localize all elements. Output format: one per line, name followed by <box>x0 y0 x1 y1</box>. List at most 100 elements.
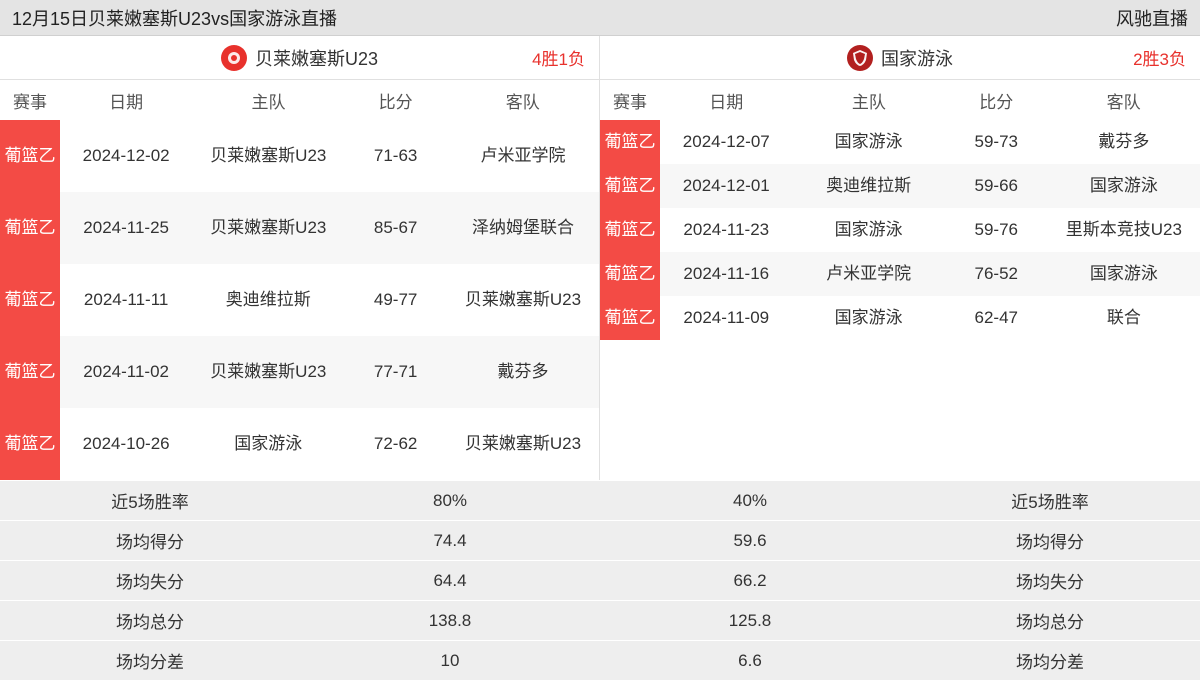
table-row[interactable]: 葡篮乙2024-10-26国家游泳72-62贝莱嫩塞斯U23 <box>0 408 599 480</box>
league-tag: 葡篮乙 <box>0 120 60 192</box>
cell-score: 59-73 <box>945 120 1048 164</box>
cell-score: 71-63 <box>344 120 447 192</box>
top-bar: 12月15日贝莱嫩塞斯U23vs国家游泳直播 风驰直播 <box>0 0 1200 36</box>
cell-away: 泽纳姆堡联合 <box>447 192 599 264</box>
col-league: 赛事 <box>600 88 660 113</box>
cell-score: 85-67 <box>344 192 447 264</box>
cell-away: 国家游泳 <box>1048 164 1200 208</box>
table-row[interactable]: 葡篮乙2024-11-09国家游泳62-47联合 <box>600 296 1200 340</box>
right-rows: 葡篮乙2024-12-07国家游泳59-73戴芬多葡篮乙2024-12-01奥迪… <box>600 120 1200 480</box>
left-column-headers: 赛事 日期 主队 比分 客队 <box>0 80 599 120</box>
cell-date: 2024-11-23 <box>660 208 793 252</box>
right-panel: 国家游泳 2胜3负 赛事 日期 主队 比分 客队 葡篮乙2024-12-07国家… <box>600 36 1200 480</box>
col-league: 赛事 <box>0 88 60 113</box>
league-tag: 葡篮乙 <box>0 192 60 264</box>
cell-date: 2024-12-07 <box>660 120 793 164</box>
col-date: 日期 <box>60 88 192 113</box>
stats-label-right: 场均总分 <box>900 601 1200 640</box>
table-row[interactable]: 葡篮乙2024-11-16卢米亚学院76-52国家游泳 <box>600 252 1200 296</box>
cell-home: 贝莱嫩塞斯U23 <box>192 336 344 408</box>
stats-row: 场均分差106.6场均分差 <box>0 640 1200 680</box>
spacer <box>600 340 1200 480</box>
cell-date: 2024-10-26 <box>60 408 192 480</box>
table-row[interactable]: 葡篮乙2024-11-11奥迪维拉斯49-77贝莱嫩塞斯U23 <box>0 264 599 336</box>
league-tag: 葡篮乙 <box>600 120 660 164</box>
left-panel: 贝莱嫩塞斯U23 4胜1负 赛事 日期 主队 比分 客队 葡篮乙2024-12-… <box>0 36 600 480</box>
cell-score: 77-71 <box>344 336 447 408</box>
stats-row: 近5场胜率80%40%近5场胜率 <box>0 480 1200 520</box>
stats-value-left: 10 <box>300 641 600 680</box>
table-row[interactable]: 葡篮乙2024-11-23国家游泳59-76里斯本竞技U23 <box>600 208 1200 252</box>
cell-date: 2024-11-16 <box>660 252 793 296</box>
cell-home: 国家游泳 <box>793 296 945 340</box>
cell-home: 奥迪维拉斯 <box>793 164 945 208</box>
col-score: 比分 <box>345 88 447 113</box>
col-away: 客队 <box>1047 88 1200 113</box>
cell-score: 62-47 <box>945 296 1048 340</box>
stats-label-right: 场均失分 <box>900 561 1200 600</box>
stats-label-right: 近5场胜率 <box>900 481 1200 520</box>
cell-away: 戴芬多 <box>447 336 599 408</box>
cell-away: 里斯本竞技U23 <box>1048 208 1200 252</box>
stats-row: 场均总分138.8125.8场均总分 <box>0 600 1200 640</box>
right-losses: 3负 <box>1160 50 1186 69</box>
cell-away: 贝莱嫩塞斯U23 <box>447 264 599 336</box>
stats-label-left: 场均得分 <box>0 521 300 560</box>
col-away: 客队 <box>446 88 599 113</box>
cell-date: 2024-11-25 <box>60 192 192 264</box>
right-wins: 2胜 <box>1133 50 1159 69</box>
right-team-header: 国家游泳 2胜3负 <box>600 36 1200 80</box>
stats-label-left: 场均失分 <box>0 561 300 600</box>
left-team-name: 贝莱嫩塞斯U23 <box>255 45 378 71</box>
stats-label-right: 场均分差 <box>900 641 1200 680</box>
stats-label-right: 场均得分 <box>900 521 1200 560</box>
league-tag: 葡篮乙 <box>0 336 60 408</box>
left-team-logo-icon <box>221 45 247 71</box>
league-tag: 葡篮乙 <box>600 252 660 296</box>
table-row[interactable]: 葡篮乙2024-12-07国家游泳59-73戴芬多 <box>600 120 1200 164</box>
col-date: 日期 <box>660 88 792 113</box>
cell-date: 2024-12-02 <box>60 120 192 192</box>
cell-score: 49-77 <box>344 264 447 336</box>
cell-home: 国家游泳 <box>793 208 945 252</box>
stats-block: 近5场胜率80%40%近5场胜率场均得分74.459.6场均得分场均失分64.4… <box>0 480 1200 680</box>
cell-home: 贝莱嫩塞斯U23 <box>192 120 344 192</box>
right-column-headers: 赛事 日期 主队 比分 客队 <box>600 80 1200 120</box>
cell-away: 贝莱嫩塞斯U23 <box>447 408 599 480</box>
league-tag: 葡篮乙 <box>600 208 660 252</box>
stats-label-left: 场均总分 <box>0 601 300 640</box>
table-row[interactable]: 葡篮乙2024-12-01奥迪维拉斯59-66国家游泳 <box>600 164 1200 208</box>
table-row[interactable]: 葡篮乙2024-12-02贝莱嫩塞斯U2371-63卢米亚学院 <box>0 120 599 192</box>
league-tag: 葡篮乙 <box>0 408 60 480</box>
stats-value-left: 138.8 <box>300 601 600 640</box>
cell-home: 贝莱嫩塞斯U23 <box>192 192 344 264</box>
stats-label-left: 近5场胜率 <box>0 481 300 520</box>
table-row[interactable]: 葡篮乙2024-11-25贝莱嫩塞斯U2385-67泽纳姆堡联合 <box>0 192 599 264</box>
league-tag: 葡篮乙 <box>600 296 660 340</box>
cell-away: 卢米亚学院 <box>447 120 599 192</box>
left-team-record: 4胜1负 <box>532 45 585 70</box>
right-team-logo-icon <box>847 45 873 71</box>
cell-score: 59-76 <box>945 208 1048 252</box>
cell-home: 卢米亚学院 <box>793 252 945 296</box>
col-home: 主队 <box>192 88 345 113</box>
stats-value-left: 80% <box>300 481 600 520</box>
cell-date: 2024-11-11 <box>60 264 192 336</box>
right-team-name: 国家游泳 <box>881 45 953 71</box>
stats-value-right: 59.6 <box>600 521 900 560</box>
stats-value-right: 6.6 <box>600 641 900 680</box>
left-rows: 葡篮乙2024-12-02贝莱嫩塞斯U2371-63卢米亚学院葡篮乙2024-1… <box>0 120 599 480</box>
table-row[interactable]: 葡篮乙2024-11-02贝莱嫩塞斯U2377-71戴芬多 <box>0 336 599 408</box>
stats-row: 场均失分64.466.2场均失分 <box>0 560 1200 600</box>
stats-label-left: 场均分差 <box>0 641 300 680</box>
main-comparison: 贝莱嫩塞斯U23 4胜1负 赛事 日期 主队 比分 客队 葡篮乙2024-12-… <box>0 36 1200 480</box>
stats-value-right: 125.8 <box>600 601 900 640</box>
stats-value-right: 40% <box>600 481 900 520</box>
cell-away: 联合 <box>1048 296 1200 340</box>
league-tag: 葡篮乙 <box>600 164 660 208</box>
cell-home: 奥迪维拉斯 <box>192 264 344 336</box>
cell-score: 76-52 <box>945 252 1048 296</box>
col-score: 比分 <box>945 88 1047 113</box>
league-tag: 葡篮乙 <box>0 264 60 336</box>
right-team-record: 2胜3负 <box>1133 45 1186 70</box>
